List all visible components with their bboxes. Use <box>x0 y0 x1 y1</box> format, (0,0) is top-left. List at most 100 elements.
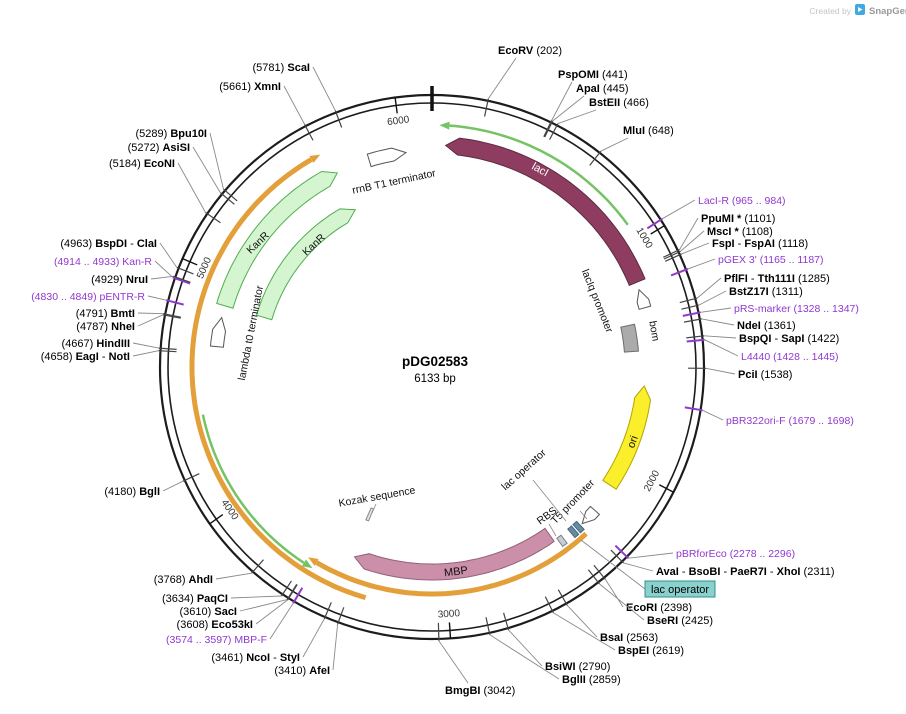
site-AsiSI[interactable]: (5272) AsiSI <box>128 142 235 205</box>
site-ApaI-label[interactable]: ApaI (445) <box>576 83 629 95</box>
site-PspOMI[interactable]: PspOMI (441) <box>543 69 628 137</box>
feature-lambda-t0-terminator[interactable] <box>209 316 227 348</box>
site-pGEX-3prime[interactable]: pGEX 3' (1165 .. 1187) <box>670 254 824 277</box>
feature-T5-promoter[interactable] <box>581 505 601 525</box>
site-NheI[interactable]: (4787) NheI <box>76 314 181 333</box>
site-HindIII[interactable]: (4667) HindIII <box>62 338 177 350</box>
site-BspEI-label[interactable]: BspEI (2619) <box>618 645 684 657</box>
site-ApaI[interactable]: ApaI (445) <box>544 83 629 138</box>
site-EcoRI[interactable]: EcoRI (2398) <box>593 564 692 614</box>
site-pBRforEco-label[interactable]: pBRforEco (2278 .. 2296) <box>676 548 795 560</box>
site-BsaI-label[interactable]: BsaI (2563) <box>600 632 658 644</box>
site-PflFI-Tth111I[interactable]: PflFI - Tth111I (1285) <box>679 273 830 304</box>
site-MBP-F[interactable]: (3574 .. 3597) MBP-F <box>166 587 304 646</box>
site-L4440-label[interactable]: L4440 (1428 .. 1445) <box>741 351 839 363</box>
site-BglI-label[interactable]: (4180) BglI <box>104 486 160 498</box>
site-HindIII-label[interactable]: (4667) HindIII <box>62 338 130 350</box>
site-MluI-label[interactable]: MluI (648) <box>623 125 674 137</box>
site-BglII[interactable]: BglII (2859) <box>485 617 621 686</box>
site-BmtI[interactable]: (4791) BmtI <box>76 308 182 320</box>
site-EagI-NotI[interactable]: (4658) EagI - NotI <box>41 350 177 363</box>
site-SacI[interactable]: (3610) SacI <box>180 583 298 618</box>
site-Kan-R[interactable]: (4914 .. 4933) Kan-R <box>54 256 191 285</box>
site-NruI-label[interactable]: (4929) NruI <box>91 274 148 286</box>
site-BmtI-label[interactable]: (4791) BmtI <box>76 308 135 320</box>
site-XmnI[interactable]: (5661) XmnI <box>219 81 314 141</box>
site-PaqCI-label[interactable]: (3634) PaqCI <box>162 593 228 605</box>
site-BsaI[interactable]: BsaI (2563) <box>557 589 658 644</box>
site-pRS-marker[interactable]: pRS-marker (1328 .. 1347) <box>682 303 859 317</box>
rrnB-T1-label[interactable]: rrnB T1 terminator <box>351 167 437 197</box>
site-EcoRV-label[interactable]: EcoRV (202) <box>498 45 562 57</box>
site-BspQI-SapI[interactable]: BspQI - SapI (1422) <box>686 333 839 345</box>
site-SacI-label[interactable]: (3610) SacI <box>180 606 238 618</box>
feature-lacIq-promoter[interactable] <box>636 288 652 310</box>
site-pENTR-R-label[interactable]: (4830 .. 4849) pENTR-R <box>31 291 145 303</box>
site-PciI-label[interactable]: PciI (1538) <box>738 369 792 381</box>
feature-orf-green-b[interactable] <box>201 414 305 564</box>
site-AvaI-BsoBI-PaeR7I-XhoI[interactable]: AvaI - BsoBI - PaeR7I - XhoI (2311) <box>610 549 835 578</box>
feature-lac-operator-b[interactable] <box>567 525 580 539</box>
site-NdeI[interactable]: NdeI (1361) <box>683 318 796 332</box>
site-L4440[interactable]: L4440 (1428 .. 1445) <box>686 338 839 363</box>
bom-label[interactable]: bom <box>646 320 661 342</box>
feature-lacI[interactable] <box>444 137 646 286</box>
ori-label[interactable]: ori <box>625 434 640 450</box>
feature-MBP[interactable] <box>353 527 555 581</box>
site-PpuMI[interactable]: PpuMI * (1101) <box>663 213 775 258</box>
lac-operator-label[interactable]: lac operator <box>499 447 549 493</box>
site-MscI[interactable]: MscI * (1108) <box>663 226 773 260</box>
feature-KanR-outer[interactable] <box>216 170 339 309</box>
site-MluI[interactable]: MluI (648) <box>589 125 674 166</box>
site-Eco53kI-label[interactable]: (3608) Eco53kI <box>177 619 253 631</box>
site-AhdI-label[interactable]: (3768) AhdI <box>154 574 213 586</box>
site-BspEI[interactable]: BspEI (2619) <box>544 596 684 657</box>
site-FspI-FspAI[interactable]: FspI - FspAI (1118) <box>664 238 808 262</box>
site-pBR322ori-F-label[interactable]: pBR322ori-F (1679 .. 1698) <box>726 415 854 427</box>
site-pRS-marker-label[interactable]: pRS-marker (1328 .. 1347) <box>734 303 859 315</box>
site-NheI-label[interactable]: (4787) NheI <box>76 321 135 333</box>
site-pENTR-R[interactable]: (4830 .. 4849) pENTR-R <box>31 291 184 306</box>
site-BspDI-ClaI-label[interactable]: (4963) BspDI - ClaI <box>60 238 157 250</box>
feature-orf-orange-b[interactable] <box>189 157 367 601</box>
site-EcoRV[interactable]: EcoRV (202) <box>484 45 562 117</box>
site-EcoRI-label[interactable]: EcoRI (2398) <box>626 602 692 614</box>
feature-lac-operator-a[interactable] <box>572 520 585 534</box>
feature-ori[interactable] <box>602 384 652 490</box>
site-Eco53kI[interactable]: (3608) Eco53kI <box>177 584 298 631</box>
site-BstZ17I-label[interactable]: BstZ17I (1311) <box>729 286 803 298</box>
site-BglI[interactable]: (4180) BglI <box>104 473 200 498</box>
site-NdeI-label[interactable]: NdeI (1361) <box>737 320 796 332</box>
site-LacI-R-label[interactable]: LacI-R (965 .. 984) <box>698 195 786 207</box>
site-LacI-R[interactable]: LacI-R (965 .. 984) <box>646 195 786 230</box>
site-BspDI-ClaI[interactable]: (4963) BspDI - ClaI <box>60 238 194 275</box>
site-PpuMI-label[interactable]: PpuMI * (1101) <box>701 213 775 225</box>
site-AhdI[interactable]: (3768) AhdI <box>154 559 264 586</box>
site-BspQI-SapI-label[interactable]: BspQI - SapI (1422) <box>739 333 839 345</box>
feature-KanR-inner[interactable] <box>255 208 357 321</box>
feature-RBS[interactable] <box>556 534 568 548</box>
site-EagI-NotI-label[interactable]: (4658) EagI - NotI <box>41 351 130 363</box>
site-Kan-R-label[interactable]: (4914 .. 4933) Kan-R <box>54 256 152 268</box>
feature-Kozak-sequence[interactable] <box>365 507 375 522</box>
MBP-label[interactable]: MBP <box>443 565 468 580</box>
feature-orf-green-a[interactable] <box>449 124 629 226</box>
site-BmgBI[interactable]: BmgBI (3042) <box>437 622 515 697</box>
site-BstEII[interactable]: BstEII (466) <box>549 97 649 140</box>
site-ScaI-label[interactable]: (5781) ScaI <box>253 62 311 74</box>
site-BseRI[interactable]: BseRI (2425) <box>587 569 713 627</box>
site-BmgBI-label[interactable]: BmgBI (3042) <box>445 685 515 697</box>
site-PflFI-Tth111I-label[interactable]: PflFI - Tth111I (1285) <box>724 273 830 285</box>
site-BsiWI-label[interactable]: BsiWI (2790) <box>545 661 610 673</box>
site-NruI[interactable]: (4929) NruI <box>91 274 191 286</box>
site-AvaI-BsoBI-PaeR7I-XhoI-label[interactable]: AvaI - BsoBI - PaeR7I - XhoI (2311) <box>656 566 835 578</box>
site-XmnI-label[interactable]: (5661) XmnI <box>219 81 281 93</box>
site-pBRforEco[interactable]: pBRforEco (2278 .. 2296) <box>614 544 795 560</box>
site-NcoI-StyI[interactable]: (3461) NcoI - StyI <box>211 602 332 664</box>
site-AsiSI-label[interactable]: (5272) AsiSI <box>128 142 190 154</box>
site-lac-operator-callout[interactable]: lac operator <box>580 539 716 598</box>
site-BstZ17I[interactable]: BstZ17I (1311) <box>681 286 803 310</box>
site-BseRI-label[interactable]: BseRI (2425) <box>647 615 713 627</box>
site-PaqCI[interactable]: (3634) PaqCI <box>162 580 292 605</box>
Kozak-label[interactable]: Kozak sequence <box>338 484 417 509</box>
